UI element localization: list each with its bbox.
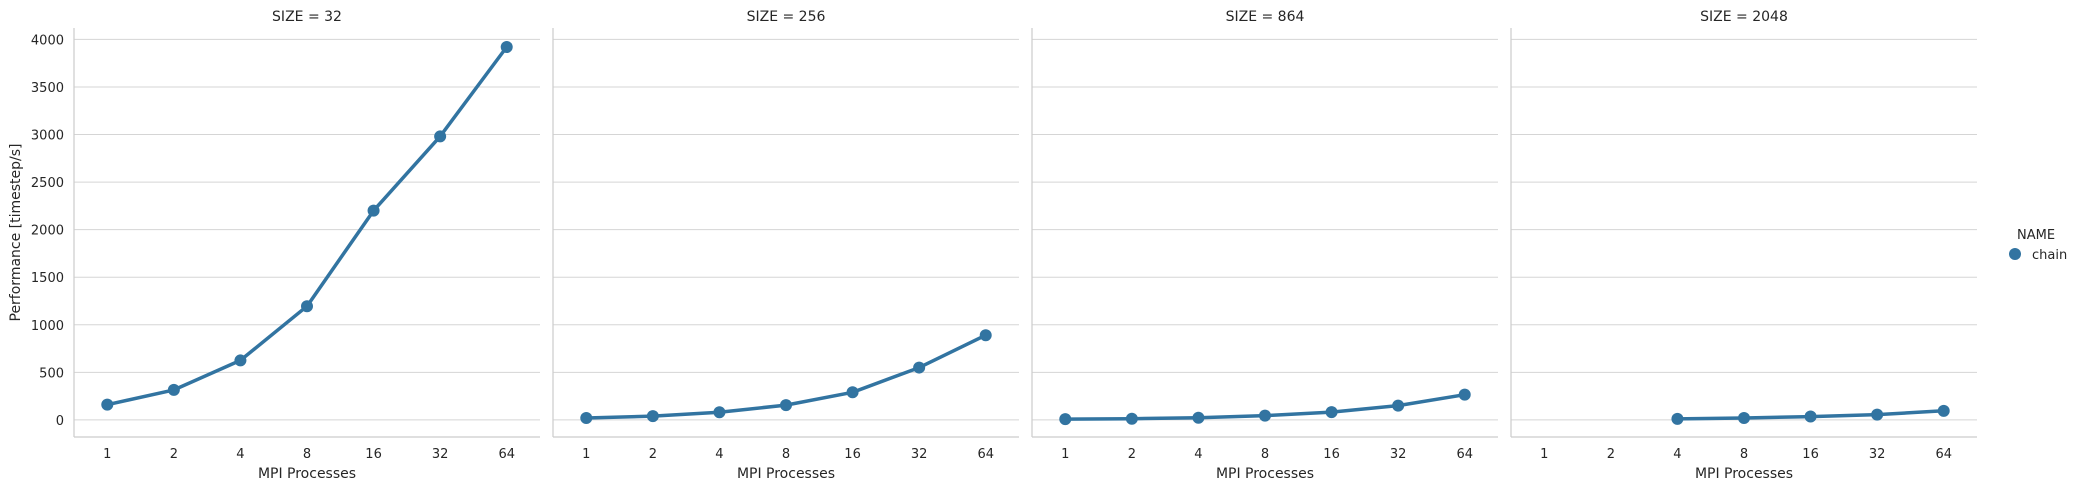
- data-point: [1937, 404, 1950, 417]
- x-tick-label: 8: [782, 447, 790, 462]
- y-tick-label: 4000: [31, 33, 64, 48]
- x-tick-label: 2: [649, 447, 657, 462]
- data-point: [913, 361, 926, 374]
- x-tick-label: 64: [1935, 447, 1952, 462]
- x-axis-label: MPI Processes: [258, 466, 356, 482]
- x-tick-label: 16: [1323, 447, 1340, 462]
- data-point: [713, 406, 726, 419]
- data-point: [367, 204, 380, 217]
- data-point: [1671, 412, 1684, 425]
- panel-title: SIZE = 864: [1226, 9, 1305, 25]
- x-tick-label: 2: [1128, 447, 1136, 462]
- panel-title: SIZE = 2048: [1700, 9, 1788, 25]
- y-axis-label: Performance [timestep/s]: [8, 143, 24, 321]
- data-point: [1871, 408, 1884, 421]
- x-tick-label: 1: [1540, 447, 1548, 462]
- data-point: [434, 130, 447, 143]
- data-point: [1804, 410, 1817, 423]
- x-tick-label: 8: [303, 447, 311, 462]
- x-axis-label: MPI Processes: [737, 466, 835, 482]
- x-tick-label: 4: [1194, 447, 1202, 462]
- x-tick-label: 1: [1061, 447, 1069, 462]
- x-tick-label: 32: [1390, 447, 1407, 462]
- data-point: [1738, 411, 1750, 424]
- y-tick-label: 3500: [31, 81, 64, 96]
- x-tick-label: 64: [1456, 447, 1473, 462]
- y-tick-label: 3000: [31, 129, 64, 144]
- data-point: [101, 398, 114, 411]
- data-point: [580, 411, 593, 424]
- x-tick-label: 8: [1261, 447, 1269, 462]
- x-tick-label: 16: [365, 447, 382, 462]
- x-tick-label: 2: [1607, 447, 1615, 462]
- data-point: [1192, 411, 1205, 424]
- x-tick-label: 64: [498, 447, 515, 462]
- x-tick-label: 4: [715, 447, 723, 462]
- data-point: [1125, 412, 1138, 425]
- x-tick-label: 32: [1869, 447, 1886, 462]
- data-point: [846, 386, 859, 399]
- data-point: [1059, 413, 1072, 426]
- y-tick-label: 2000: [31, 224, 64, 239]
- x-tick-label: 2: [170, 447, 178, 462]
- panel-title: SIZE = 32: [272, 9, 342, 25]
- x-tick-label: 4: [236, 447, 244, 462]
- x-tick-label: 16: [1802, 447, 1819, 462]
- y-tick-label: 1500: [31, 271, 64, 286]
- data-point: [167, 383, 180, 396]
- data-point: [301, 300, 313, 313]
- data-point: [500, 41, 513, 54]
- x-axis-label: MPI Processes: [1695, 466, 1793, 482]
- x-tick-label: 16: [844, 447, 861, 462]
- series-line-chain: [105, 45, 509, 407]
- data-point: [234, 354, 247, 367]
- data-point: [1259, 409, 1271, 422]
- x-tick-label: 8: [1740, 447, 1748, 462]
- data-point: [780, 399, 792, 412]
- x-tick-label: 64: [977, 447, 994, 462]
- data-point: [1392, 399, 1405, 412]
- legend-label: chain: [2032, 248, 2067, 263]
- x-axis-label: MPI Processes: [1216, 466, 1314, 482]
- data-point: [1325, 406, 1338, 419]
- x-tick-label: 1: [582, 447, 590, 462]
- legend-marker: [2009, 248, 2021, 260]
- x-tick-label: 32: [432, 447, 449, 462]
- panel-title: SIZE = 256: [747, 9, 826, 25]
- y-tick-label: 1000: [31, 319, 64, 334]
- x-tick-label: 32: [911, 447, 928, 462]
- data-point: [646, 410, 659, 423]
- y-tick-label: 2500: [31, 176, 64, 191]
- y-tick-label: 500: [39, 366, 64, 381]
- x-tick-label: 4: [1673, 447, 1681, 462]
- y-tick-label: 0: [56, 414, 64, 429]
- x-tick-label: 1: [103, 447, 111, 462]
- data-point: [1458, 388, 1471, 401]
- data-point: [979, 329, 992, 342]
- legend-title: NAME: [2017, 228, 2055, 243]
